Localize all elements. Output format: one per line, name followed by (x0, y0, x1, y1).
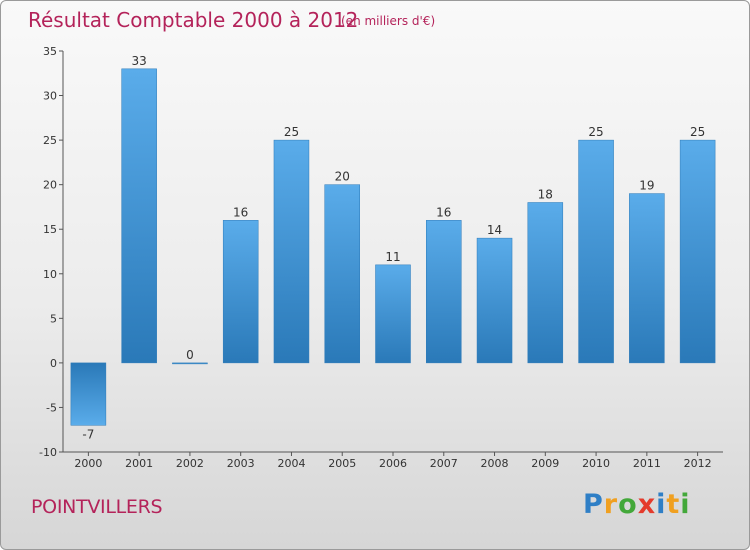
bar (629, 193, 665, 364)
y-tick-label: 10 (43, 268, 57, 281)
chart-subtitle: (en milliers d'€) (341, 14, 436, 28)
data-label: 25 (690, 125, 705, 139)
data-label: 16 (233, 205, 248, 219)
bar (70, 362, 107, 426)
x-tick-label: 2002 (176, 457, 204, 470)
bar (273, 139, 310, 364)
x-tick-label: 2012 (684, 457, 712, 470)
logo-letter: P (583, 489, 604, 520)
x-tick-label: 2011 (633, 457, 661, 470)
bar (476, 237, 513, 364)
bar (527, 202, 564, 364)
bar (222, 220, 259, 364)
x-tick-label: 2003 (227, 457, 255, 470)
logo-letter: r (603, 489, 619, 520)
chart-title: Résultat Comptable 2000 à 2012 (28, 8, 359, 32)
x-tick-label: 2001 (125, 457, 153, 470)
y-tick-label: 20 (43, 179, 57, 192)
y-tick-label: 30 (43, 90, 57, 103)
x-tick-label: 2000 (74, 457, 102, 470)
x-tick-label: 2009 (531, 457, 559, 470)
logo-letter: t (666, 489, 681, 520)
x-tick-label: 2006 (379, 457, 407, 470)
y-tick-label: 0 (50, 357, 57, 370)
x-tick-label: 2005 (328, 457, 356, 470)
data-label: 25 (284, 125, 299, 139)
x-tick-label: 2004 (277, 457, 305, 470)
data-label: 0 (186, 348, 194, 362)
bar (578, 139, 614, 364)
x-tick-label: 2008 (481, 457, 509, 470)
data-label: 19 (639, 179, 654, 193)
y-tick-label: 25 (43, 134, 57, 147)
bar (121, 68, 157, 364)
bar (679, 139, 716, 364)
y-tick-label: 35 (43, 45, 57, 58)
data-label: 33 (132, 54, 147, 68)
logo-letter: o (618, 489, 638, 520)
y-tick-label: -5 (46, 401, 57, 414)
logo-letter: i (656, 489, 667, 520)
data-label: 14 (487, 223, 502, 237)
logo-letter: x (637, 489, 657, 520)
x-tick-label: 2010 (582, 457, 610, 470)
bar (375, 264, 411, 364)
data-label: 18 (538, 187, 553, 201)
commune-name: POINTVILLERS (31, 496, 163, 518)
logo-letter: i (680, 489, 691, 520)
proxiti-logo: Proxiti (583, 489, 691, 520)
bar (426, 220, 462, 364)
bar (172, 362, 208, 365)
data-label: 25 (588, 125, 603, 139)
y-tick-label: -10 (39, 446, 57, 459)
data-label: 11 (385, 250, 400, 264)
y-tick-label: 15 (43, 223, 57, 236)
data-label: -7 (82, 427, 94, 441)
bar (324, 184, 360, 364)
y-tick-label: 5 (50, 312, 57, 325)
data-label: 16 (436, 205, 451, 219)
data-label: 20 (335, 170, 350, 184)
x-tick-label: 2007 (430, 457, 458, 470)
